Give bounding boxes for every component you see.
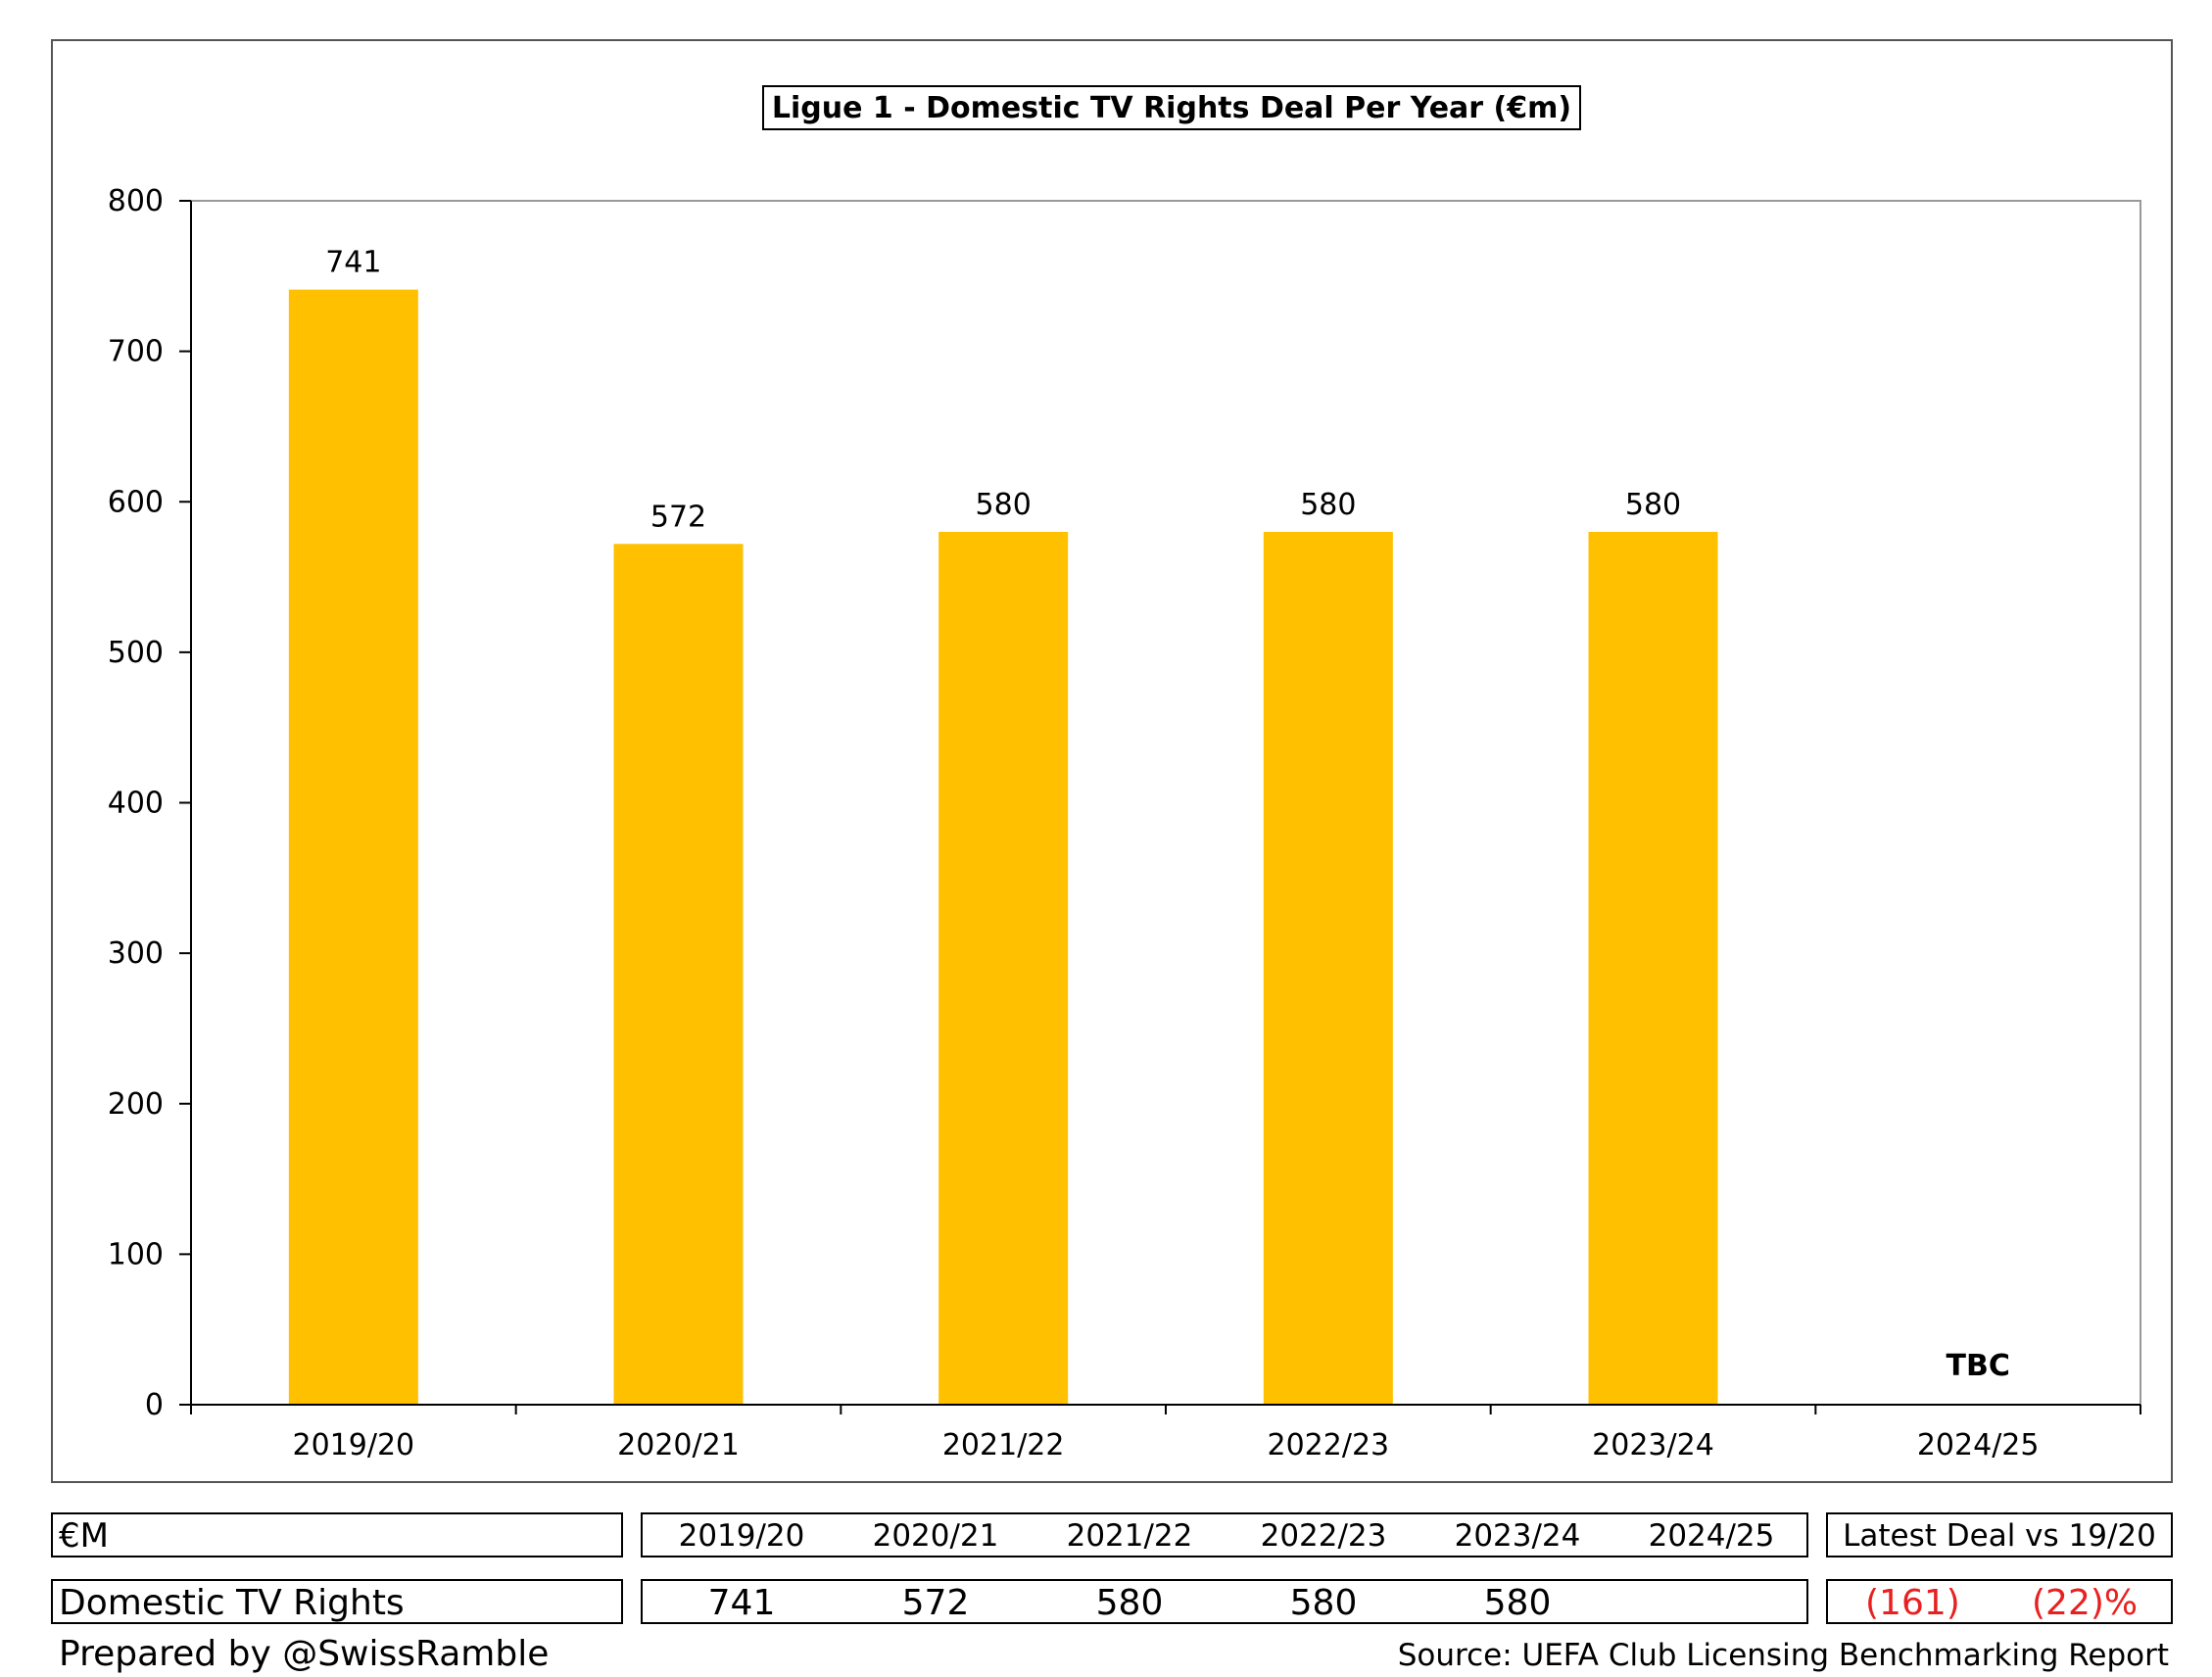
y-tick-label: 600 [108,485,164,519]
x-tick-label: 2019/20 [293,1428,415,1462]
data-label: 741 [325,246,381,280]
data-label: 580 [1625,488,1681,522]
table-value: 741 [707,1583,776,1623]
x-tick-label: 2021/22 [942,1428,1065,1462]
y-tick-label: 300 [108,936,164,971]
data-label: 580 [976,488,1032,522]
comparison-pct: (22)% [2032,1583,2139,1623]
row-label: Domestic TV Rights [59,1583,405,1623]
data-label: 572 [650,500,706,534]
table-year-header: 2024/25 [1648,1518,1775,1554]
bar [938,531,1069,1405]
values-box [641,1579,1808,1624]
unit-label-box [51,1512,623,1557]
chart-title: Ligue 1 - Domestic TV Rights Deal Per Ye… [772,91,1571,125]
source: Source: UEFA Club Licensing Benchmarking… [1397,1638,2169,1673]
table-year-header: 2023/24 [1454,1518,1581,1554]
data-label: 580 [1300,488,1356,522]
plot-area [190,200,2141,1406]
title-box [762,85,1581,130]
comparison-header: Latest Deal vs 19/20 [1843,1518,2156,1554]
bar [1263,531,1393,1405]
y-tick-label: 400 [108,787,164,821]
y-tick-label: 800 [108,184,164,218]
y-tick-label: 500 [108,636,164,670]
bar [613,544,744,1405]
y-tick-label: 200 [108,1087,164,1122]
y-tick-label: 0 [145,1388,164,1422]
y-tick-label: 700 [108,335,164,369]
table-year-header: 2022/23 [1260,1518,1387,1554]
comparison-abs: (161) [1865,1583,1960,1623]
x-tick-label: 2020/21 [617,1428,740,1462]
table-year-header: 2020/21 [872,1518,999,1554]
table-year-header: 2019/20 [678,1518,805,1554]
years-box [641,1512,1808,1557]
x-tick-label: 2023/24 [1592,1428,1714,1462]
prepared-by: Prepared by @SwissRamble [59,1634,550,1674]
bar [288,289,418,1405]
table-value: 572 [901,1583,970,1623]
data-label: TBC [1946,1349,2009,1383]
table-value: 580 [1095,1583,1164,1623]
bar-chart: Ligue 1 - Domestic TV Rights Deal Per Ye… [108,85,2141,1462]
y-tick-label: 100 [108,1237,164,1271]
table-value: 580 [1483,1583,1552,1623]
table-year-header: 2021/22 [1066,1518,1193,1554]
x-tick-label: 2024/25 [1917,1428,2040,1462]
comparison-header-box [1826,1512,2173,1557]
unit-label: €M [59,1516,109,1556]
table-value: 580 [1289,1583,1358,1623]
row-label-box [51,1579,623,1624]
chart-frame [51,39,2173,1483]
bar [1588,531,1718,1405]
comparison-values-box [1826,1579,2173,1624]
x-tick-label: 2022/23 [1268,1428,1390,1462]
